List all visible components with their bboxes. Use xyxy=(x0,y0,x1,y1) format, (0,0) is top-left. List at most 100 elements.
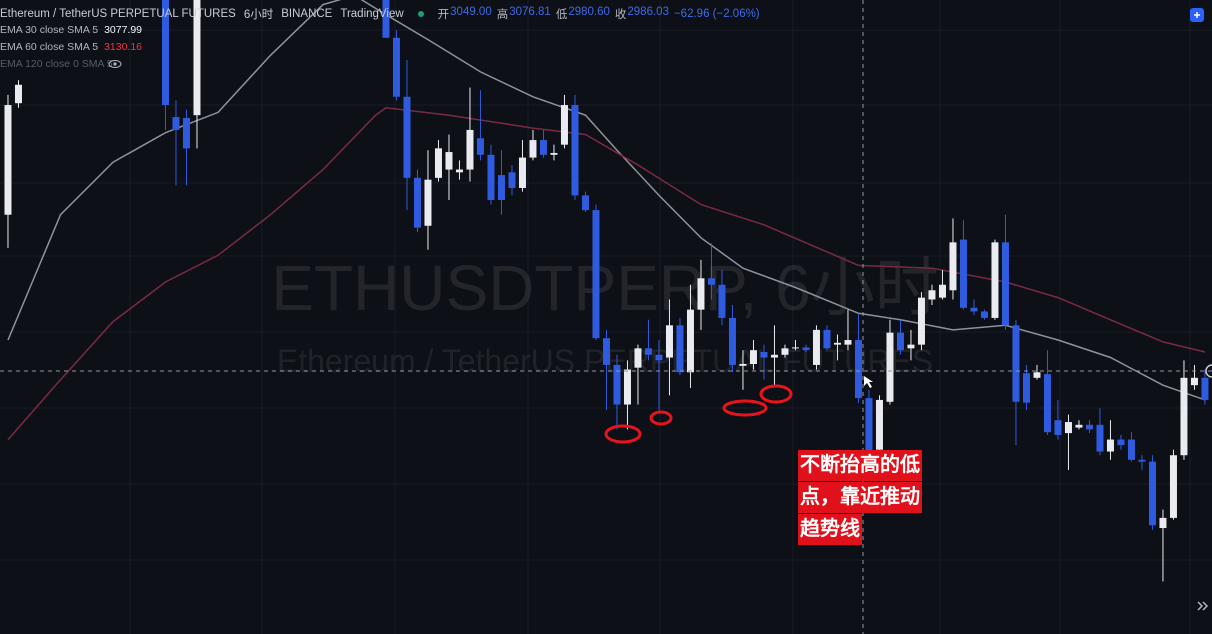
candle-body xyxy=(1064,422,1072,434)
candle-body xyxy=(655,354,663,361)
candle-body xyxy=(1085,424,1093,430)
candle-body xyxy=(686,309,694,373)
candle-body xyxy=(518,157,526,188)
eye-pupil xyxy=(113,62,117,66)
candle-body xyxy=(193,0,201,116)
legend-value: 3130.16 xyxy=(104,41,143,53)
candle-body xyxy=(823,329,831,349)
candle-body xyxy=(980,311,988,318)
candle-body xyxy=(791,347,799,349)
candle-body xyxy=(1075,424,1083,428)
candle-body xyxy=(781,348,789,355)
candle-body xyxy=(644,348,652,355)
candle-body xyxy=(1033,372,1041,378)
candle-body xyxy=(14,84,22,104)
interval[interactable]: 6小时 xyxy=(243,9,274,21)
header: Ethereum / TetherUS PERPETUAL FUTURES 6小… xyxy=(0,6,765,22)
candle-body xyxy=(581,195,589,211)
candle-body xyxy=(812,329,820,365)
candle-body xyxy=(665,325,673,358)
candle-body xyxy=(749,350,757,364)
candle-body xyxy=(1138,459,1146,462)
symbol: Ethereum / TetherUS PERPETUAL FUTURES xyxy=(0,8,236,20)
legend-row: EMA 60 close SMA 5 3130.16 xyxy=(0,41,148,53)
candle-body xyxy=(697,278,705,310)
candle-body xyxy=(1180,377,1188,456)
ohlc-value: 2986.03 xyxy=(627,6,669,18)
cursor xyxy=(864,376,873,388)
candle-body xyxy=(1117,439,1125,446)
indicator-lines xyxy=(7,0,1206,441)
ellipse xyxy=(604,424,642,444)
status-dot xyxy=(417,11,424,17)
legend-name: EMA 60 close SMA 5 xyxy=(0,41,99,53)
ohlc-value: 3049.00 xyxy=(450,6,492,18)
candle-body xyxy=(1148,461,1156,526)
candle-body xyxy=(602,338,610,365)
exchange: BINANCE xyxy=(281,8,333,20)
highlight-ellipses xyxy=(604,384,793,444)
indicator-line xyxy=(7,107,1206,441)
ohlc-label: 开 xyxy=(437,9,450,21)
candle-body xyxy=(844,340,852,345)
candle-body xyxy=(445,152,453,170)
scroll-right-button[interactable] xyxy=(1197,601,1209,611)
candle-body xyxy=(949,242,957,291)
ellipse xyxy=(722,399,768,417)
candle-body xyxy=(1022,373,1030,403)
legend-value: 3077.99 xyxy=(104,24,143,36)
candle-body xyxy=(634,348,642,368)
candle-body xyxy=(833,342,841,345)
candle-body xyxy=(865,398,873,456)
candle-body xyxy=(917,297,925,345)
candle-body xyxy=(1127,439,1135,460)
candle-body xyxy=(560,105,568,145)
candle-body xyxy=(1201,377,1209,400)
candle-body xyxy=(476,138,484,155)
candle-body xyxy=(487,154,495,200)
eye-outline xyxy=(108,60,122,68)
eye-icon[interactable] xyxy=(108,60,122,68)
candle-body xyxy=(1169,455,1177,518)
candle-body xyxy=(938,284,946,298)
candle-body xyxy=(907,344,915,349)
legend-row: EMA 120 close 0 SMA 5 xyxy=(0,58,119,70)
candle-body xyxy=(896,332,904,351)
candle-body xyxy=(770,354,778,358)
settings-icon xyxy=(1194,12,1200,18)
candle-body xyxy=(718,284,726,318)
candle-body xyxy=(760,352,768,358)
candle-body xyxy=(875,399,883,450)
candle-body xyxy=(466,129,474,170)
candle-body xyxy=(382,0,390,38)
candle-body xyxy=(854,340,862,399)
candle-body xyxy=(991,242,999,318)
candle-body xyxy=(928,290,936,300)
candle-body xyxy=(550,152,558,155)
annotation: 不断抬高的低 点，靠近推动 趋势线 xyxy=(798,450,922,546)
legend-name: EMA 120 close 0 SMA 5 xyxy=(0,58,113,70)
candles xyxy=(4,0,1209,582)
candle-body xyxy=(1012,325,1020,402)
ellipse xyxy=(759,384,793,404)
candle-body xyxy=(1001,242,1009,326)
ohlc-label: 高 xyxy=(496,9,509,21)
candle-body xyxy=(539,140,547,155)
change: −62.96 (−2.06%) xyxy=(673,8,760,20)
candle-body xyxy=(728,317,736,365)
candle-body xyxy=(529,140,537,158)
candle-body xyxy=(1106,439,1114,452)
price-marker xyxy=(1205,364,1212,378)
source: TradingView xyxy=(340,8,404,20)
candle-body xyxy=(613,364,621,405)
ohlc-value: 2980.60 xyxy=(568,6,610,18)
ohlc: 开 3049.00 高 3076.81 低 2980.60 收 2986.03 xyxy=(438,6,674,22)
annotation-line: 不断抬高的低 xyxy=(798,450,922,481)
candle-body xyxy=(508,172,516,188)
candle-body xyxy=(172,117,180,130)
legend-name: EMA 30 close SMA 5 xyxy=(0,24,99,36)
candle-body xyxy=(959,239,967,308)
ohlc-label: 低 xyxy=(555,9,568,21)
